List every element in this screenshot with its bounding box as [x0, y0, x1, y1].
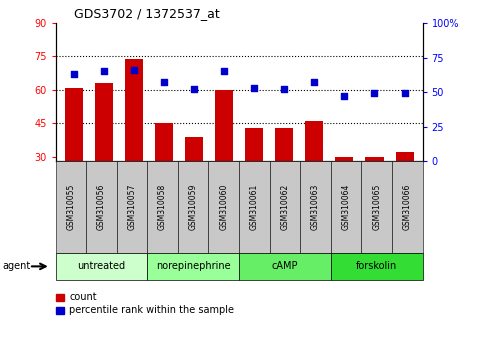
- Text: GSM310062: GSM310062: [281, 184, 289, 230]
- Text: GSM310061: GSM310061: [250, 184, 259, 230]
- Bar: [95, 83, 113, 223]
- Text: GSM310056: GSM310056: [97, 184, 106, 230]
- Point: [130, 67, 138, 73]
- Bar: [396, 152, 413, 223]
- Point: [370, 91, 378, 96]
- Point: [280, 86, 288, 92]
- Text: agent: agent: [2, 261, 30, 272]
- Text: norepinephrine: norepinephrine: [156, 261, 230, 272]
- Text: GSM310063: GSM310063: [311, 184, 320, 230]
- Bar: [275, 128, 293, 223]
- Text: GSM310064: GSM310064: [341, 184, 351, 230]
- Bar: [125, 59, 143, 223]
- Bar: [366, 156, 384, 223]
- Point: [341, 93, 348, 99]
- Text: GDS3702 / 1372537_at: GDS3702 / 1372537_at: [74, 7, 220, 21]
- Bar: [245, 128, 263, 223]
- Text: GSM310065: GSM310065: [372, 184, 381, 230]
- Point: [401, 91, 409, 96]
- Text: GSM310066: GSM310066: [403, 184, 412, 230]
- Bar: [185, 137, 203, 223]
- Text: GSM310057: GSM310057: [128, 184, 137, 230]
- Point: [100, 69, 108, 74]
- Point: [190, 86, 198, 92]
- Point: [311, 80, 318, 85]
- Text: untreated: untreated: [77, 261, 126, 272]
- Point: [220, 69, 228, 74]
- Bar: [215, 90, 233, 223]
- Bar: [65, 87, 83, 223]
- Point: [70, 71, 77, 77]
- Text: percentile rank within the sample: percentile rank within the sample: [69, 305, 234, 315]
- Bar: [335, 156, 354, 223]
- Point: [160, 80, 168, 85]
- Text: GSM310059: GSM310059: [189, 184, 198, 230]
- Text: count: count: [69, 292, 97, 302]
- Bar: [155, 123, 173, 223]
- Text: GSM310060: GSM310060: [219, 184, 228, 230]
- Text: GSM310058: GSM310058: [158, 184, 167, 230]
- Bar: [305, 121, 323, 223]
- Text: cAMP: cAMP: [272, 261, 298, 272]
- Text: forskolin: forskolin: [356, 261, 398, 272]
- Text: GSM310055: GSM310055: [66, 184, 75, 230]
- Point: [250, 85, 258, 91]
